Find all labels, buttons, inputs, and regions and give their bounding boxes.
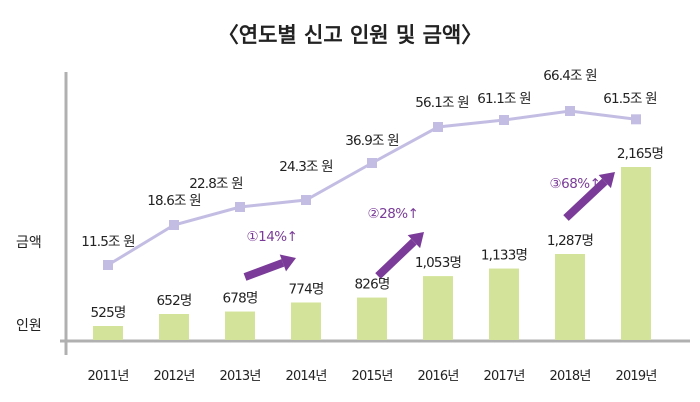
- bar: [489, 268, 519, 340]
- amount-point: [103, 260, 113, 270]
- amount-label: 11.5조 원: [81, 234, 135, 250]
- x-tick-label: 2016년: [417, 369, 458, 384]
- amount-point: [235, 202, 245, 212]
- growth-annotation: ③68%↑: [550, 176, 601, 192]
- growth-arrow-head: [598, 172, 615, 189]
- x-tick-label: 2017년: [483, 369, 524, 384]
- amount-label: 24.3조 원: [279, 159, 333, 175]
- x-tick-label: 2014년: [285, 369, 326, 384]
- growth-arrow-head: [279, 254, 296, 272]
- x-tick-label: 2013년: [219, 369, 260, 384]
- growth-arrow-shaft: [375, 238, 417, 279]
- bar-label: 1,053명: [415, 255, 461, 271]
- amount-point: [367, 158, 377, 168]
- bar-label: 2,165명: [617, 146, 663, 162]
- bar: [357, 297, 387, 340]
- row-label-people: 인원: [16, 318, 42, 334]
- x-tick-label: 2018년: [549, 369, 590, 384]
- amount-label: 36.9조 원: [345, 133, 399, 149]
- amount-point: [301, 195, 311, 205]
- bar-label: 826명: [355, 277, 390, 293]
- amount-label: 18.6조 원: [147, 193, 201, 209]
- amount-point: [499, 115, 509, 125]
- bar-label: 525명: [91, 305, 126, 321]
- x-tick-label: 2019년: [615, 369, 656, 384]
- chart-title: 〈연도별 신고 인원 및 금액〉: [218, 23, 482, 47]
- amount-point: [565, 106, 575, 116]
- bar: [621, 167, 651, 340]
- amount-label: 61.1조 원: [477, 91, 531, 107]
- amount-label: 61.5조 원: [603, 91, 657, 107]
- bar: [159, 314, 189, 340]
- row-label-amount: 금액: [16, 235, 42, 251]
- growth-arrow-head: [407, 232, 424, 249]
- x-tick-label: 2012년: [153, 369, 194, 384]
- growth-annotation: ②28%↑: [368, 206, 419, 222]
- growth-arrow-shaft: [243, 259, 285, 281]
- amount-label: 66.4조 원: [543, 68, 597, 84]
- amount-point: [631, 114, 641, 125]
- bar-label: 1,133명: [481, 248, 527, 264]
- bar-label: 678명: [223, 291, 258, 307]
- bar: [291, 302, 321, 340]
- bar: [423, 276, 453, 340]
- bar-label: 1,287명: [547, 233, 593, 249]
- growth-arrow-shaft: [563, 178, 608, 221]
- amount-label: 56.1조 원: [415, 95, 469, 111]
- growth-annotation: ①14%↑: [247, 229, 298, 245]
- bar: [555, 254, 585, 340]
- bar: [225, 311, 255, 340]
- x-tick-label: 2015년: [351, 369, 392, 384]
- x-tick-label: 2011년: [87, 369, 128, 384]
- bar-label: 652명: [157, 293, 192, 309]
- amount-point: [433, 122, 443, 132]
- amount-point: [169, 220, 179, 230]
- amount-label: 22.8조 원: [189, 176, 243, 192]
- bar-label: 774명: [289, 281, 324, 297]
- bar: [93, 326, 123, 340]
